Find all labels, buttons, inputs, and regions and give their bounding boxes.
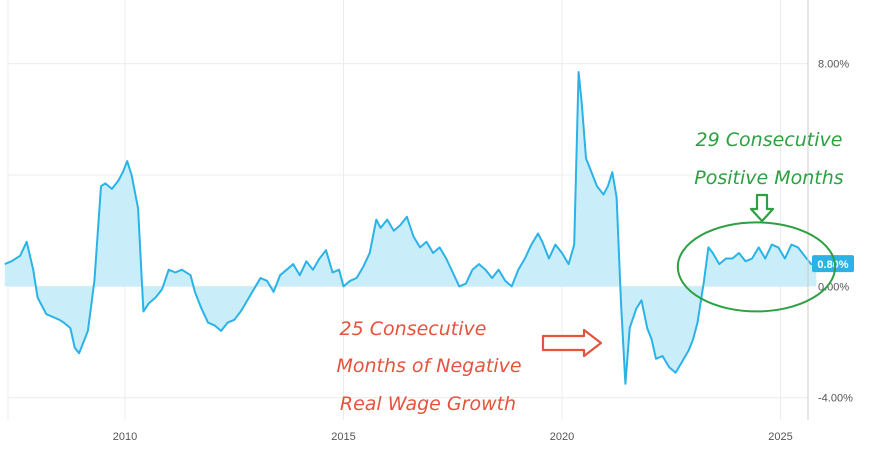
y-tick-label: 0.00% bbox=[818, 281, 849, 293]
axes: 2010 2015 2020 2025 8.00% 0.00% -4.00% bbox=[113, 0, 853, 443]
x-tick-label: 2020 bbox=[550, 431, 574, 443]
annotation-negative-line-3: Real Wage Growth bbox=[340, 393, 516, 415]
x-tick-label: 2015 bbox=[331, 431, 355, 443]
series-line bbox=[4, 71, 817, 385]
current-value-badge: 0.80% bbox=[812, 255, 854, 273]
down-arrow-icon bbox=[749, 193, 775, 223]
annotation-negative-line-1: 25 Consecutive bbox=[340, 318, 487, 340]
x-tick-label: 2025 bbox=[768, 431, 792, 443]
current-value-badge-bg bbox=[812, 255, 854, 273]
current-value-label: 0.80% bbox=[817, 259, 848, 271]
right-arrow-icon bbox=[541, 328, 603, 358]
annotation-positive: 29 Consecutive Positive Months bbox=[676, 129, 844, 313]
annotation-negative: 25 Consecutive Months of Negative Real W… bbox=[336, 318, 603, 415]
y-tick-label: 8.00% bbox=[818, 59, 849, 71]
x-tick-label: 2010 bbox=[113, 431, 137, 443]
positive-months-ellipse bbox=[676, 221, 837, 313]
y-tick-label: -4.00% bbox=[818, 393, 853, 405]
annotation-positive-line-1: 29 Consecutive bbox=[696, 129, 843, 151]
annotation-negative-line-2: Months of Negative bbox=[336, 355, 521, 377]
annotation-positive-line-2: Positive Months bbox=[694, 167, 844, 189]
series-line-path bbox=[4, 71, 817, 385]
